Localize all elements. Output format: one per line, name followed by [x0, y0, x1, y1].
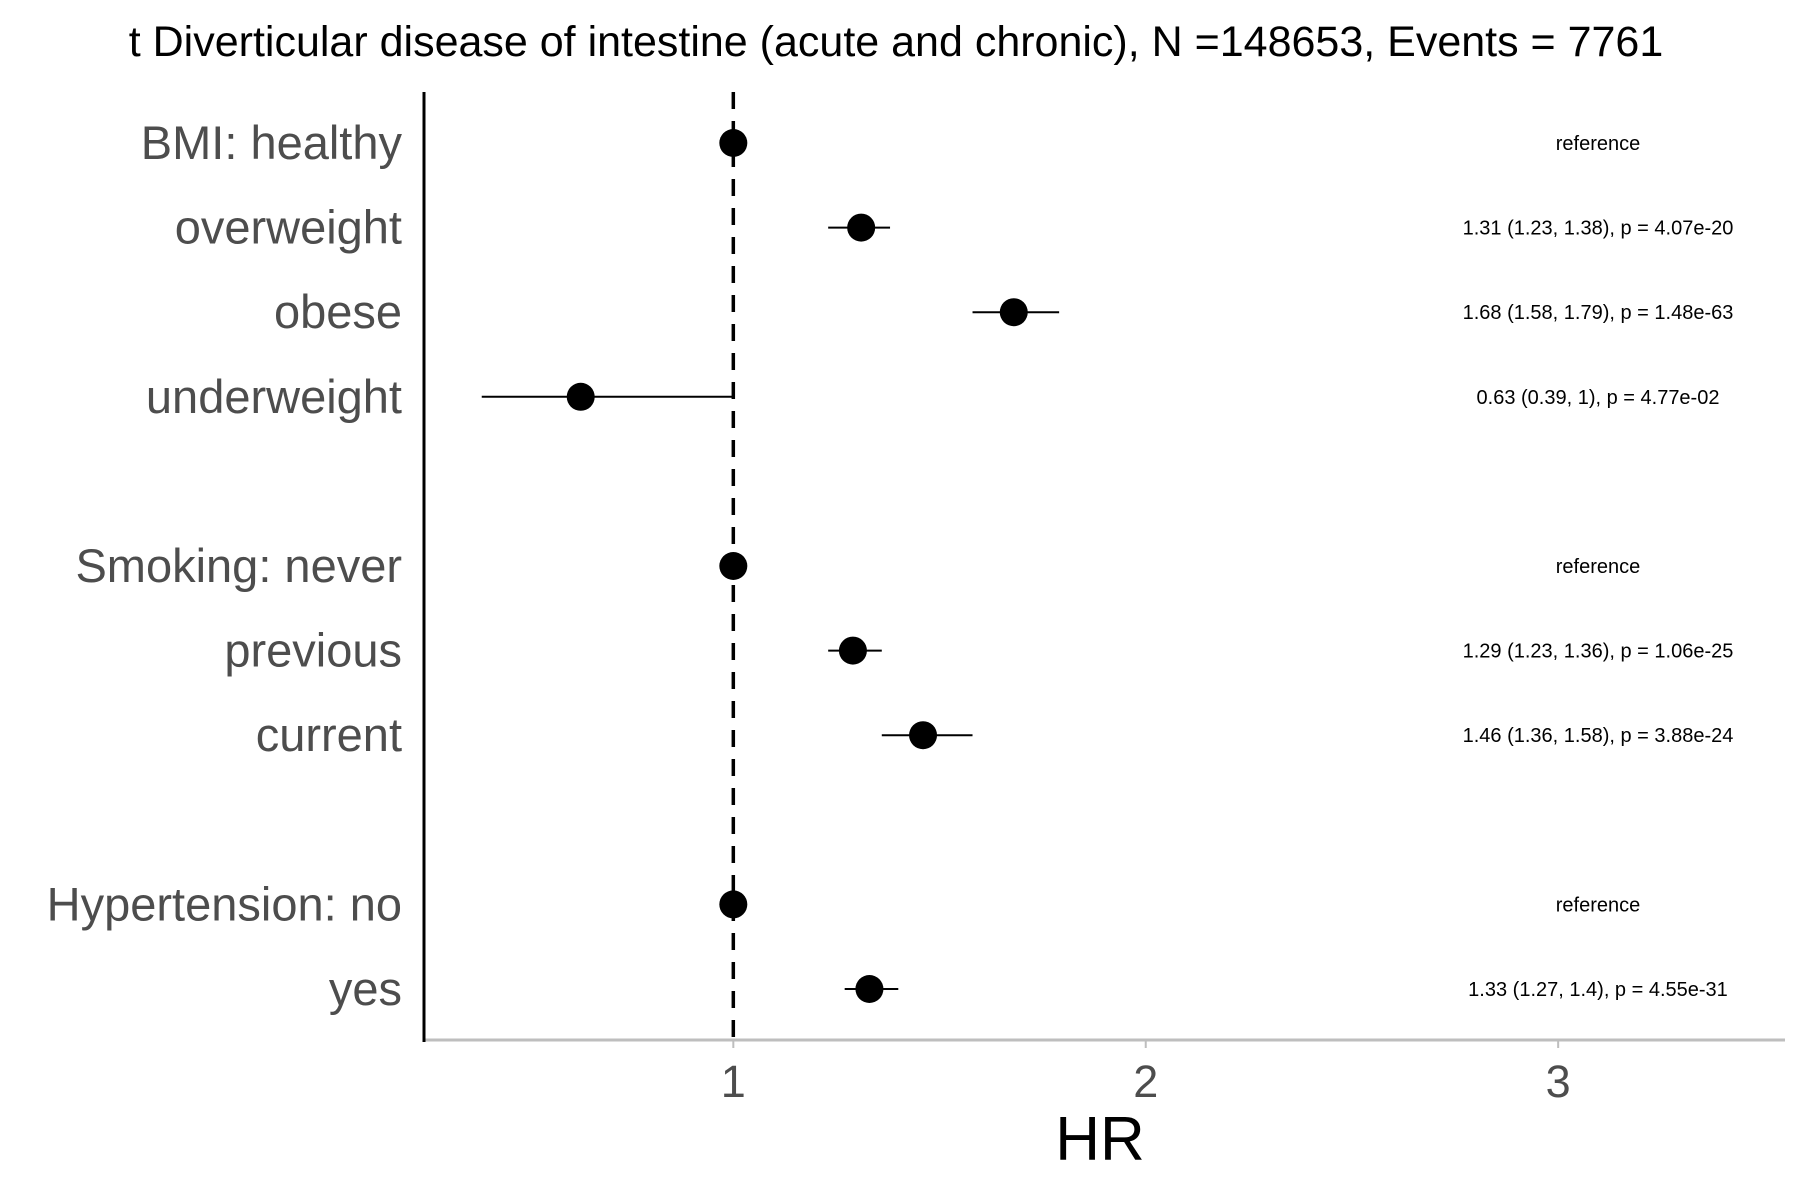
- plot-area: 1 2 3 BMI: healthy reference overweight 1.31 (…: [47, 92, 1785, 1107]
- row-label: Smoking: never: [75, 539, 402, 592]
- hr-point: [719, 552, 748, 580]
- x-tick-label: 3: [1546, 1056, 1571, 1107]
- hr-annotation: reference: [1556, 894, 1641, 916]
- row-label: previous: [224, 624, 402, 677]
- hr-annotation: reference: [1556, 556, 1641, 578]
- hr-annotation: 1.31 (1.23, 1.38), p = 4.07e-20: [1463, 218, 1734, 240]
- row-label: Hypertension: no: [47, 877, 402, 930]
- row-label: current: [256, 708, 402, 761]
- hr-annotation: 1.68 (1.58, 1.79), p = 1.48e-63: [1463, 302, 1734, 324]
- row-label: obese: [274, 285, 402, 338]
- hr-point: [719, 129, 748, 157]
- hr-annotation: 1.29 (1.23, 1.36), p = 1.06e-25: [1463, 641, 1734, 663]
- hr-point: [855, 975, 884, 1003]
- hr-point: [838, 636, 867, 665]
- row-label: yes: [329, 962, 402, 1015]
- chart-title: t Diverticular disease of intestine (acu…: [129, 18, 1664, 66]
- row-label: BMI: healthy: [141, 116, 403, 169]
- x-tick-label: 1: [721, 1056, 746, 1107]
- hr-annotation: 1.46 (1.36, 1.58), p = 3.88e-24: [1463, 725, 1734, 747]
- hr-annotation: reference: [1556, 133, 1641, 155]
- hr-annotation: 1.33 (1.27, 1.4), p = 4.55e-31: [1468, 979, 1728, 1001]
- hr-point: [719, 890, 748, 919]
- hr-point: [909, 721, 938, 750]
- row-label: overweight: [175, 201, 402, 254]
- x-tick-label: 2: [1133, 1056, 1158, 1107]
- hr-point: [999, 298, 1028, 327]
- hr-point: [847, 213, 876, 242]
- hr-annotation: 0.63 (0.39, 1), p = 4.77e-02: [1477, 387, 1720, 409]
- row-label: underweight: [146, 370, 402, 423]
- hr-point: [566, 382, 595, 411]
- x-axis-label: HR: [1055, 1105, 1145, 1174]
